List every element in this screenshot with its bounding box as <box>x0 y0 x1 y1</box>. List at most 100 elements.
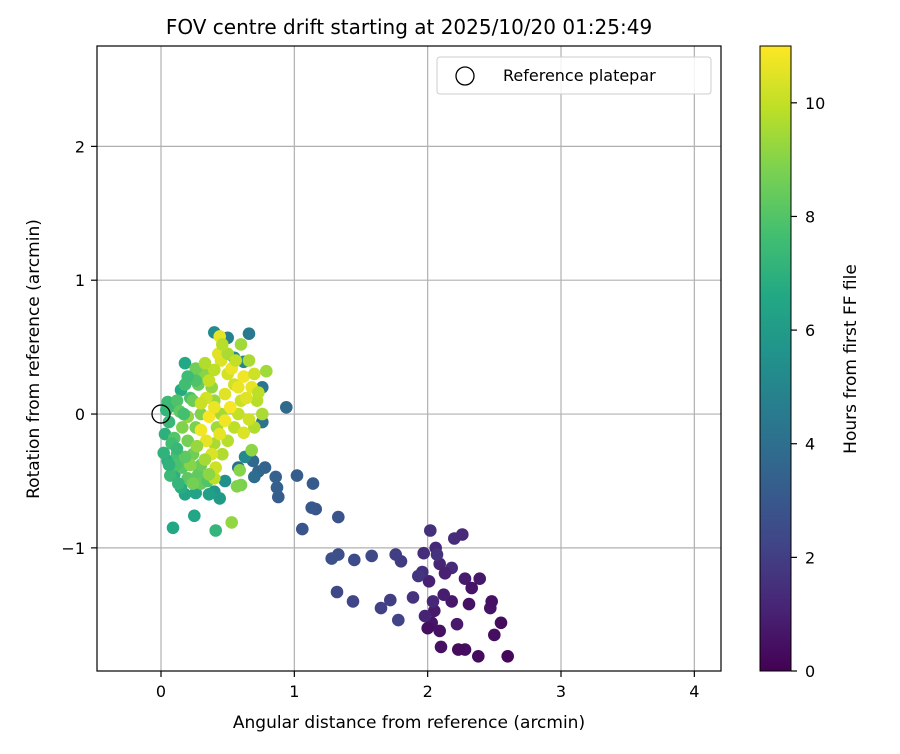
data-point-130 <box>245 443 258 457</box>
data-point-46 <box>332 510 345 524</box>
data-point-152 <box>242 413 256 426</box>
data-point-171 <box>216 338 229 351</box>
data-point-43 <box>325 552 339 565</box>
colorbar-ticks: 0 2 4 6 8 10 <box>791 94 825 681</box>
data-point-88 <box>178 356 192 370</box>
data-point-115 <box>228 421 241 434</box>
data-point-170 <box>234 338 248 351</box>
data-point-30 <box>412 569 425 583</box>
data-point-154 <box>232 381 245 394</box>
data-point-9 <box>473 572 487 585</box>
data-point-177 <box>177 407 190 421</box>
data-point-41 <box>348 553 361 567</box>
data-point-128 <box>260 364 273 378</box>
x-tick-label-0: 0 <box>156 682 166 701</box>
data-point-35 <box>384 593 397 607</box>
data-point-51 <box>270 481 284 494</box>
data-point-10 <box>458 572 472 585</box>
data-point-166 <box>164 469 177 482</box>
data-point-28 <box>430 548 444 561</box>
data-point-12 <box>462 597 476 611</box>
colorbar-gradient <box>759 45 792 672</box>
x-tick-label-2: 2 <box>423 682 433 701</box>
data-point-11 <box>465 581 479 595</box>
data-point-40 <box>365 549 379 563</box>
data-point-101 <box>181 434 194 448</box>
colorbar-tick-label-0: 0 <box>805 662 815 681</box>
data-points <box>157 326 514 663</box>
data-point-22 <box>438 567 452 580</box>
legend-reference-marker <box>455 66 475 86</box>
data-point-148 <box>224 401 237 414</box>
data-point-113 <box>216 447 229 461</box>
reference-marker-layer <box>151 404 171 424</box>
chart-title: FOV centre drift starting at 2025/10/20 … <box>166 15 652 39</box>
data-point-161 <box>202 468 216 481</box>
data-point-178 <box>170 442 184 456</box>
data-point-133 <box>230 480 244 493</box>
data-point-162 <box>186 477 200 490</box>
data-point-18 <box>421 621 435 635</box>
data-point-159 <box>190 439 204 453</box>
y-tick-label-2: 1 <box>75 271 85 290</box>
data-point-141 <box>208 401 221 414</box>
colorbar-tick-label-1: 2 <box>805 548 815 567</box>
data-point-34 <box>450 617 464 631</box>
data-point-163 <box>178 450 192 464</box>
data-point-144 <box>202 374 216 387</box>
data-point-149 <box>218 414 232 428</box>
data-point-5 <box>488 628 501 642</box>
data-point-143 <box>194 397 208 410</box>
legend: Reference platepar <box>436 56 712 95</box>
data-point-69 <box>218 474 232 488</box>
y-axis-label: Rotation from reference (arcmin) <box>24 219 44 499</box>
data-point-27 <box>417 546 431 560</box>
data-point-44 <box>346 595 360 608</box>
data-point-25 <box>456 528 469 541</box>
data-point-75 <box>188 509 201 523</box>
data-point-146 <box>198 356 212 370</box>
x-tick-label-1: 1 <box>289 682 299 701</box>
y-tick-label-0: −1 <box>61 539 85 558</box>
data-point-59 <box>248 470 261 484</box>
data-point-50 <box>272 490 285 504</box>
data-point-6 <box>494 616 508 630</box>
data-point-58 <box>280 401 293 414</box>
y-ticks: −1 0 1 2 <box>61 137 97 558</box>
data-point-54 <box>269 470 283 484</box>
data-point-48 <box>305 501 319 514</box>
data-point-38 <box>392 613 405 627</box>
grid <box>97 46 721 671</box>
data-point-127 <box>255 407 269 421</box>
y-tick-label-3: 2 <box>75 137 85 156</box>
x-tick-label-3: 3 <box>556 682 566 701</box>
data-point-160 <box>198 453 212 466</box>
data-point-36 <box>374 601 388 615</box>
data-point-139 <box>194 423 208 437</box>
data-point-179 <box>162 458 176 472</box>
data-point-153 <box>240 391 253 405</box>
data-point-138 <box>200 434 213 448</box>
data-point-176 <box>181 370 194 383</box>
data-point-32 <box>426 595 440 608</box>
data-point-107 <box>189 362 202 375</box>
data-point-121 <box>212 347 225 361</box>
data-point-81 <box>157 446 170 460</box>
x-axis-label: Angular distance from reference (arcmin) <box>233 713 585 733</box>
data-point-124 <box>237 370 250 383</box>
data-point-8 <box>485 595 499 608</box>
data-point-83 <box>162 415 176 429</box>
reference-platepar-marker <box>151 404 171 424</box>
data-point-19 <box>422 575 436 588</box>
data-point-140 <box>202 410 216 424</box>
data-point-77 <box>166 521 180 535</box>
y-tick-label-1: 0 <box>75 405 85 424</box>
data-point-169 <box>229 354 242 367</box>
x-ticks: 0 1 2 3 4 <box>156 671 699 701</box>
data-point-167 <box>172 477 185 490</box>
colorbar-label: Hours from first FF file <box>841 264 861 454</box>
data-point-45 <box>330 585 344 599</box>
data-point-145 <box>208 363 221 377</box>
